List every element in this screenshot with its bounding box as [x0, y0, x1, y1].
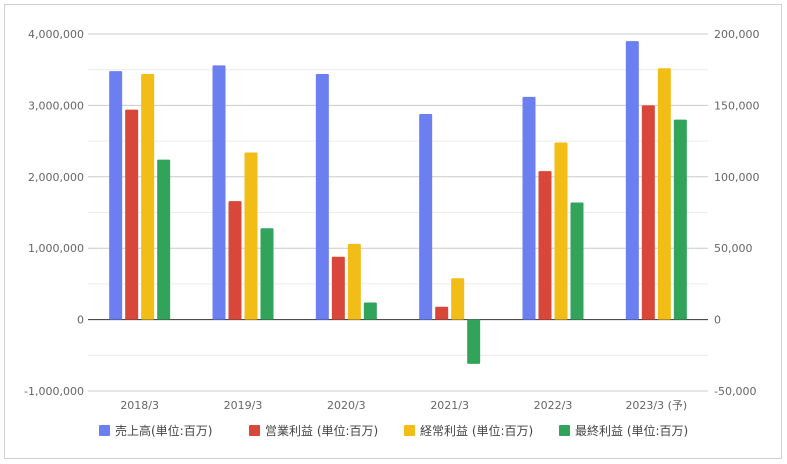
bar-4 [467, 319, 481, 364]
right-axis-tick-label: 50,000 [714, 242, 753, 255]
left-axis-tick-label: 2,000,000 [28, 171, 84, 184]
bar-1 [109, 71, 123, 320]
right-axis-tick-label: -50,000 [714, 385, 756, 398]
bar-3 [657, 68, 671, 320]
bar-2 [641, 105, 655, 320]
bar-4 [260, 228, 274, 320]
x-axis-tick-label: 2023/3 (予) [625, 399, 687, 412]
bar-2 [125, 109, 139, 320]
bar-3 [347, 243, 361, 320]
bar-4 [673, 119, 687, 320]
bar-2 [538, 171, 552, 320]
legend-swatch [559, 425, 570, 436]
x-axis-tick-label: 2021/3 [430, 399, 469, 412]
legend-label: 最終利益 (単位:百万) [575, 423, 688, 438]
right-axis-tick-label: 100,000 [714, 171, 760, 184]
legend-label: 営業利益 (単位:百万) [265, 423, 378, 438]
bar-4 [157, 159, 171, 320]
x-axis-tick-label: 2019/3 [224, 399, 263, 412]
right-axis-tick-label: 200,000 [714, 28, 760, 41]
bar-4 [363, 302, 377, 320]
x-axis-tick-label: 2022/3 [534, 399, 573, 412]
legend-swatch [404, 425, 415, 436]
legend-swatch [99, 425, 110, 436]
legend-label: 売上高(単位:百万) [115, 423, 212, 438]
bar-1 [315, 73, 329, 320]
bar-1 [419, 113, 433, 320]
bar-1 [212, 65, 226, 320]
legend-swatch [249, 425, 260, 436]
bar-3 [554, 142, 568, 320]
bar-3 [244, 152, 258, 320]
left-axis-tick-label: -1,000,000 [24, 385, 84, 398]
legend-label: 経常利益 (単位:百万) [420, 423, 533, 438]
bar-2 [228, 201, 242, 320]
left-axis-tick-label: 3,000,000 [28, 99, 84, 112]
chart-frame: 4,000,000 3,000,000 2,000,000 1,000,000 0 -1,… [4, 4, 782, 459]
chart-svg: 4,000,000 3,000,000 2,000,000 1,000,000 0 -1,… [24, 28, 760, 438]
right-axis-tick-label: 0 [714, 314, 721, 327]
bar-2 [435, 306, 449, 320]
bar-2 [331, 256, 345, 320]
left-axis-tick-label: 4,000,000 [28, 28, 84, 41]
left-axis-tick-label: 0 [77, 314, 84, 327]
x-axis-tick-label: 2018/3 [120, 399, 159, 412]
bar-4 [570, 202, 584, 320]
left-axis-tick-label: 1,000,000 [28, 242, 84, 255]
x-axis-tick-label: 2020/3 [327, 399, 366, 412]
right-axis-tick-label: 150,000 [714, 99, 760, 112]
bar-1 [522, 96, 536, 320]
bar-3 [451, 278, 465, 320]
bar-3 [141, 73, 155, 320]
bar-1 [625, 41, 639, 320]
